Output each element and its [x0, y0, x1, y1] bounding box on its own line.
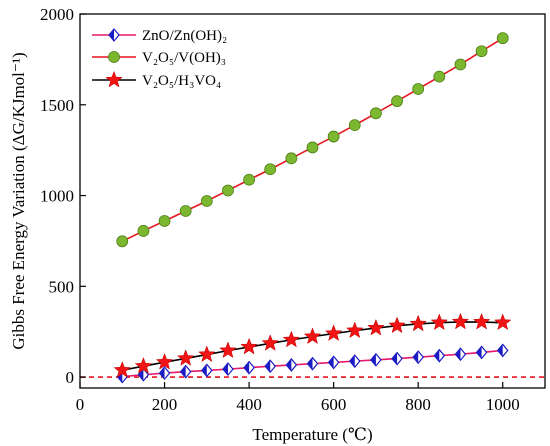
data-point — [391, 351, 403, 366]
y-tick-label: 1000 — [40, 187, 74, 206]
data-point — [155, 353, 174, 370]
data-point — [346, 321, 364, 339]
data-point — [433, 348, 446, 363]
data-point — [496, 343, 509, 358]
x-tick-label: 0 — [76, 395, 85, 414]
data-point — [475, 45, 488, 58]
data-point — [243, 360, 255, 375]
legend-item-1: ZnO/Zn(OH)₂ — [92, 28, 227, 44]
data-point — [348, 119, 361, 132]
series-line-2 — [121, 37, 504, 243]
data-point — [137, 225, 150, 237]
x-tick-label: 800 — [405, 395, 431, 414]
legend-item-2: V₂O₅/V(OH)₃ — [92, 50, 226, 66]
x-axis-label: Temperature (℃) — [252, 425, 372, 444]
data-point — [179, 364, 192, 379]
data-point — [409, 314, 427, 332]
legend: ZnO/Zn(OH)₂ V₂O₅/V(OH)₃ V₂O₅/H₃VO₄ — [92, 28, 227, 89]
data-point — [285, 152, 298, 165]
y-axis-label: Gibbs Free Energy Variation (ΔG/KJmol⁻¹) — [9, 52, 28, 349]
data-point — [198, 345, 216, 363]
data-point — [240, 337, 258, 355]
data-point — [454, 347, 467, 362]
data-point — [285, 358, 298, 372]
data-point — [116, 235, 129, 248]
legend-marker — [108, 28, 120, 42]
data-point — [200, 195, 213, 207]
y-tick-label: 2000 — [40, 5, 74, 24]
data-point — [201, 363, 213, 378]
data-point — [158, 215, 171, 227]
series-2 — [116, 32, 509, 248]
legend-label: ZnO/Zn(OH)₂ — [142, 28, 227, 44]
data-point — [303, 327, 322, 345]
data-point — [306, 141, 319, 154]
data-point — [327, 130, 340, 143]
axis-layer: 0 200 400 600 800 1000 0 500 1000 1500 2000 — [40, 5, 520, 414]
data-point — [475, 345, 488, 360]
data-point — [179, 205, 192, 217]
data-point — [496, 32, 509, 45]
legend-item-3: V₂O₅/H₃VO₄ — [92, 70, 221, 89]
data-point — [388, 316, 406, 334]
x-tick-label: 400 — [236, 395, 262, 414]
data-point — [176, 349, 195, 366]
data-point — [391, 95, 403, 108]
data-point — [219, 341, 237, 359]
series-3 — [113, 312, 512, 378]
legend-label: V₂O₅/V(OH)₃ — [142, 50, 226, 66]
legend-marker — [105, 70, 123, 88]
data-point — [433, 70, 446, 83]
data-point — [243, 173, 255, 186]
y-tick-label: 500 — [49, 277, 75, 296]
x-tick-label: 600 — [321, 395, 347, 414]
data-point — [306, 356, 319, 371]
x-tick-label: 1000 — [486, 395, 520, 414]
data-point — [113, 361, 132, 378]
legend-marker — [108, 51, 120, 63]
data-point — [327, 355, 340, 370]
data-point — [324, 324, 343, 341]
data-point — [451, 312, 470, 330]
data-point — [264, 359, 277, 374]
y-tick-label: 0 — [66, 368, 75, 387]
data-point — [430, 313, 449, 331]
data-point — [158, 366, 171, 381]
data-point — [222, 362, 234, 377]
data-point — [370, 352, 382, 367]
data-point — [348, 354, 361, 369]
data-point — [412, 350, 424, 365]
data-point — [282, 330, 301, 348]
data-point — [264, 163, 277, 176]
data-point — [493, 313, 512, 331]
data-point — [222, 184, 234, 197]
x-tick-label: 200 — [152, 395, 178, 414]
series-1 — [116, 343, 509, 384]
data-point — [412, 83, 425, 95]
data-point — [370, 107, 382, 120]
data-point — [367, 318, 385, 336]
data-point — [454, 58, 467, 71]
y-tick-label: 1500 — [40, 96, 74, 115]
legend-label: V₂O₅/H₃VO₄ — [142, 73, 221, 89]
series-layer — [113, 32, 512, 384]
data-point — [134, 357, 153, 374]
data-point — [472, 312, 491, 330]
plot-frame — [79, 13, 546, 389]
data-point — [261, 334, 279, 351]
